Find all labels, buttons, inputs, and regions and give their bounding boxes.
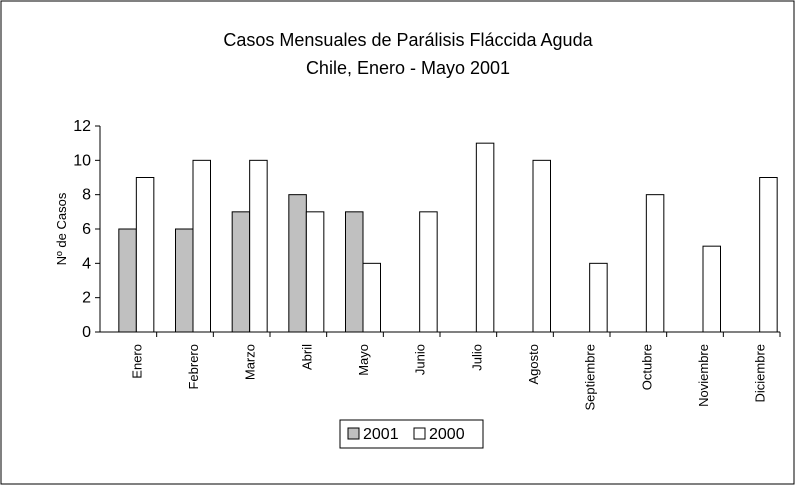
y-tick-label: 6 — [82, 221, 91, 238]
x-tick-label: Noviembre — [696, 344, 711, 407]
x-tick-label: Julio — [469, 344, 484, 371]
bar — [249, 159, 268, 333]
x-tick-label: Septiembre — [583, 344, 598, 410]
legend-label: 2001 — [363, 426, 399, 443]
x-tick-label: Octubre — [639, 344, 654, 390]
bar — [589, 262, 608, 333]
x-tick-label: Diciembre — [753, 344, 768, 403]
y-axis-label: Nº de Casos — [54, 192, 69, 265]
x-tick-label: Febrero — [186, 344, 201, 390]
legend-box — [339, 419, 484, 449]
bar — [118, 228, 137, 333]
bar — [345, 211, 364, 333]
legend-swatch — [413, 427, 426, 440]
y-tick-label: 10 — [73, 152, 91, 169]
bar — [135, 177, 155, 333]
bar — [645, 194, 665, 333]
legend-label: 2000 — [429, 426, 465, 443]
bar — [532, 159, 551, 333]
bar — [475, 142, 495, 333]
y-tick-label: 2 — [82, 290, 91, 307]
bar — [759, 177, 778, 333]
x-tick-label: Marzo — [243, 344, 258, 380]
bar — [305, 211, 325, 333]
chart-subtitle: Chile, Enero - Mayo 2001 — [306, 58, 510, 78]
x-tick-label: Abril — [299, 344, 314, 370]
bar — [288, 194, 307, 333]
legend-swatch — [347, 427, 360, 440]
bar — [702, 245, 721, 333]
y-tick-label: 0 — [82, 324, 91, 341]
chart-title: Casos Mensuales de Parálisis Fláccida Ag… — [223, 30, 593, 50]
y-tick-label: 8 — [82, 187, 91, 204]
x-tick-label: Junio — [413, 344, 428, 375]
bar — [362, 262, 381, 333]
x-tick-label: Agosto — [526, 344, 541, 384]
y-tick-label: 12 — [73, 118, 91, 135]
x-tick-label: Mayo — [356, 344, 371, 376]
bar — [419, 211, 438, 333]
x-tick-label: Enero — [129, 344, 144, 379]
bar — [175, 228, 194, 333]
bar — [192, 159, 211, 333]
y-tick-label: 4 — [82, 255, 91, 272]
bar — [231, 211, 251, 333]
